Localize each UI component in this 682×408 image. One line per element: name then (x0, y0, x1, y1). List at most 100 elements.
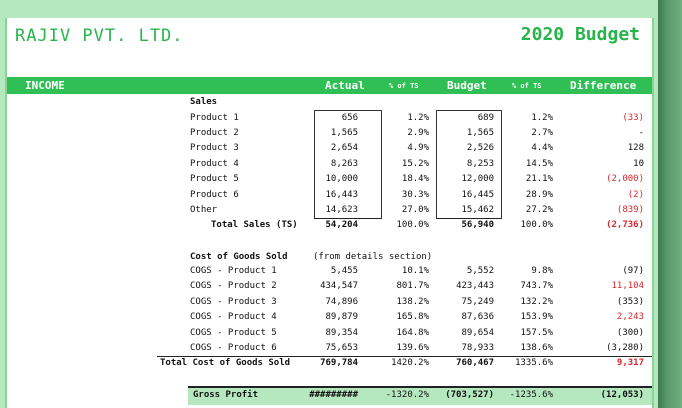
sales-row[interactable]: Product 3 2,654 4.9% 2,526 4.4% 128 (7, 141, 652, 156)
sales-pct2[interactable]: 1.2% (531, 112, 553, 123)
sales-pct1[interactable]: 4.9% (407, 143, 429, 154)
sales-pct2[interactable]: 4.4% (531, 143, 553, 154)
difference-column-header[interactable]: Difference (570, 79, 637, 92)
sales-pct1[interactable]: 27.0% (401, 204, 429, 215)
total-sales-diff[interactable]: (2,736) (606, 220, 644, 230)
cogs-actual[interactable]: 74,896 (325, 296, 358, 307)
sales-pct1[interactable]: 2.9% (407, 127, 429, 138)
cogs-diff[interactable]: 11,104 (611, 281, 644, 292)
total-cogs-row[interactable]: Total Cost of Goods Sold 769,784 1420.2%… (7, 356, 652, 371)
sales-diff[interactable]: 10 (633, 158, 644, 169)
cogs-row[interactable]: COGS - Product 5 89,354 164.8% 89,654 157.5%… (7, 326, 652, 341)
cogs-row[interactable]: COGS - Product 3 74,896 138.2% 75,249 132.2%… (7, 295, 652, 310)
cogs-pct1[interactable]: 138.2% (396, 296, 429, 307)
sales-actual[interactable]: 2,654 (330, 143, 358, 154)
sales-diff[interactable]: - (638, 127, 644, 138)
sales-budget[interactable]: 15,462 (461, 204, 494, 215)
cogs-budget[interactable]: 87,636 (461, 312, 494, 323)
sales-diff[interactable]: (33) (622, 112, 644, 123)
cogs-actual[interactable]: 89,354 (325, 327, 358, 338)
sales-diff[interactable]: (2,000) (606, 174, 644, 185)
sales-budget[interactable]: 12,000 (461, 174, 494, 185)
sales-pct2[interactable]: 27.2% (525, 204, 553, 215)
total-cogs-pct1[interactable]: 1420.2% (391, 358, 429, 368)
sales-budget[interactable]: 8,253 (466, 158, 494, 169)
gross-profit-row[interactable]: Gross Profit ######### -1320.2% (703,527… (7, 388, 652, 403)
sales-row[interactable]: Product 2 1,565 2.9% 1,565 2.7% - (7, 126, 652, 141)
cogs-pct2[interactable]: 138.6% (520, 343, 553, 353)
cogs-row[interactable]: COGS - Product 4 89,879 165.8% 87,636 153.9%… (7, 310, 652, 325)
sales-pct1[interactable]: 1.2% (407, 112, 429, 123)
gross-profit-budget[interactable]: (703,527) (445, 390, 494, 400)
sales-actual[interactable]: 656 (341, 112, 358, 123)
gross-profit-pct1[interactable]: -1320.2% (385, 390, 429, 400)
cogs-pct2[interactable]: 153.9% (520, 312, 553, 323)
cogs-budget[interactable]: 5,552 (466, 266, 494, 276)
sales-row[interactable]: Product 5 10,000 18.4% 12,000 21.1% (2,000) (7, 172, 652, 187)
gross-profit-diff[interactable]: (12,053) (600, 390, 644, 400)
cogs-budget[interactable]: 78,933 (461, 343, 494, 353)
total-cogs-pct2[interactable]: 1335.6% (515, 358, 553, 368)
sales-row[interactable]: Other 14,623 27.0% 15,462 27.2% (839) (7, 203, 652, 218)
cogs-pct1[interactable]: 139.6% (396, 343, 429, 353)
cogs-row[interactable]: COGS - Product 6 75,653 139.6% 78,933 138.6%… (7, 341, 652, 356)
total-sales-budget[interactable]: 56,940 (461, 220, 494, 230)
cogs-actual[interactable]: 5,455 (330, 266, 358, 276)
sales-row[interactable]: Product 1 656 1.2% 689 1.2% (33) (7, 111, 652, 126)
cogs-diff[interactable]: (353) (616, 296, 644, 307)
sales-pct1[interactable]: 18.4% (401, 174, 429, 185)
gross-profit-pct2[interactable]: -1235.6% (509, 390, 553, 400)
cogs-pct2[interactable]: 157.5% (520, 327, 553, 338)
cogs-diff[interactable]: 2,243 (616, 312, 644, 323)
sales-diff[interactable]: 128 (627, 143, 644, 154)
total-sales-actual[interactable]: 54,204 (325, 220, 358, 230)
cogs-budget[interactable]: 423,443 (456, 281, 494, 292)
sales-actual[interactable]: 16,443 (325, 189, 358, 200)
cogs-pct2[interactable]: 9.8% (531, 266, 553, 276)
total-cogs-diff[interactable]: 9,317 (616, 358, 644, 368)
total-cogs-actual[interactable]: 769,784 (320, 358, 358, 368)
actual-column-header[interactable]: Actual (325, 79, 365, 92)
sales-diff[interactable]: (839) (616, 204, 644, 215)
sales-row[interactable]: Product 6 16,443 30.3% 16,445 28.9% (2) (7, 188, 652, 203)
sales-pct1[interactable]: 30.3% (401, 189, 429, 200)
total-sales-pct1[interactable]: 100.0% (396, 220, 429, 230)
sales-budget[interactable]: 1,565 (466, 127, 494, 138)
pct-ts-column-header-2[interactable]: % of TS (512, 82, 542, 90)
cogs-pct2[interactable]: 743.7% (520, 281, 553, 292)
cogs-actual[interactable]: 89,879 (325, 312, 358, 323)
cogs-diff[interactable]: (300) (616, 327, 644, 338)
cogs-budget[interactable]: 89,654 (461, 327, 494, 338)
cogs-actual[interactable]: 75,653 (325, 343, 358, 353)
total-cogs-budget[interactable]: 760,467 (456, 358, 494, 368)
sales-pct1[interactable]: 15.2% (401, 158, 429, 169)
sales-row[interactable]: Product 4 8,263 15.2% 8,253 14.5% 10 (7, 157, 652, 172)
sales-actual[interactable]: 10,000 (325, 174, 358, 185)
pct-ts-column-header-1[interactable]: % of TS (389, 82, 419, 90)
sales-actual[interactable]: 8,263 (330, 158, 358, 169)
total-sales-pct2[interactable]: 100.0% (520, 220, 553, 230)
sales-pct2[interactable]: 21.1% (525, 174, 553, 185)
sales-budget[interactable]: 16,445 (461, 189, 494, 200)
cogs-row[interactable]: COGS - Product 2 434,547 801.7% 423,443 743.… (7, 279, 652, 294)
sales-budget[interactable]: 2,526 (466, 143, 494, 154)
sales-actual[interactable]: 1,565 (330, 127, 358, 138)
cogs-pct2[interactable]: 132.2% (520, 296, 553, 307)
cogs-budget[interactable]: 75,249 (461, 296, 494, 307)
cogs-pct1[interactable]: 801.7% (396, 281, 429, 292)
sales-diff[interactable]: (2) (627, 189, 644, 200)
cogs-diff[interactable]: (3,280) (606, 343, 644, 353)
budget-column-header[interactable]: Budget (447, 79, 487, 92)
sales-pct2[interactable]: 2.7% (531, 127, 553, 138)
sales-pct2[interactable]: 28.9% (525, 189, 553, 200)
sales-pct2[interactable]: 14.5% (525, 158, 553, 169)
sales-actual[interactable]: 14,623 (325, 204, 358, 215)
cogs-pct1[interactable]: 10.1% (401, 266, 429, 276)
cogs-pct1[interactable]: 164.8% (396, 327, 429, 338)
gross-profit-actual[interactable]: ######### (309, 390, 358, 400)
cogs-diff[interactable]: (97) (622, 266, 644, 276)
cogs-actual[interactable]: 434,547 (320, 281, 358, 292)
sales-budget[interactable]: 689 (477, 112, 494, 123)
cogs-pct1[interactable]: 165.8% (396, 312, 429, 323)
cogs-row[interactable]: COGS - Product 1 5,455 10.1% 5,552 9.8% (97) (7, 264, 652, 279)
